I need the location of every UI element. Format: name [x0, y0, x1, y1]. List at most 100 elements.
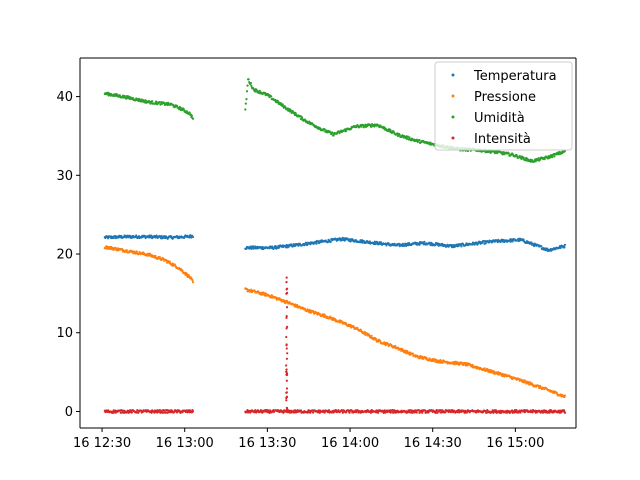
data-point	[244, 108, 247, 111]
data-point	[529, 160, 532, 163]
data-point	[416, 140, 419, 144]
data-point	[326, 411, 330, 414]
data-point	[539, 384, 542, 388]
data-point	[423, 409, 427, 412]
data-point	[515, 154, 519, 158]
data-point	[446, 243, 449, 246]
series-temperatura	[103, 234, 567, 253]
data-point	[191, 410, 195, 413]
data-point	[297, 244, 300, 247]
data-point	[191, 235, 195, 239]
data-point	[323, 411, 326, 414]
data-point	[151, 100, 154, 103]
data-point-spike	[285, 370, 288, 373]
data-point	[563, 243, 567, 246]
data-point	[148, 252, 152, 255]
data-point	[178, 108, 181, 111]
data-point-spike	[285, 292, 288, 295]
data-point	[191, 281, 195, 284]
data-point	[377, 411, 380, 414]
x-tick-label: 16 12:30	[73, 436, 131, 451]
data-point	[361, 241, 364, 244]
data-point	[140, 98, 143, 101]
data-point	[458, 411, 461, 414]
data-point	[120, 409, 123, 412]
data-point	[185, 272, 189, 275]
legend-marker	[451, 115, 455, 119]
data-point	[281, 103, 284, 106]
data-point	[408, 136, 411, 139]
data-point	[285, 246, 288, 249]
data-point-spike	[285, 280, 288, 284]
data-point	[312, 411, 315, 414]
data-point	[341, 411, 344, 414]
data-point	[441, 409, 444, 412]
data-point	[249, 82, 252, 85]
data-point	[134, 252, 137, 255]
series-pressione	[103, 245, 567, 399]
data-point	[115, 93, 119, 96]
data-point	[261, 245, 264, 249]
data-point	[492, 370, 495, 373]
data-point	[509, 240, 513, 243]
x-tick-label: 16 13:30	[238, 436, 296, 451]
data-point	[249, 245, 252, 248]
data-point	[131, 96, 135, 100]
data-point	[425, 356, 428, 359]
data-point	[143, 101, 146, 104]
data-point	[130, 411, 133, 414]
data-point	[121, 409, 125, 412]
data-point	[534, 160, 537, 163]
data-point	[406, 350, 409, 353]
data-point	[159, 103, 162, 106]
data-point	[563, 246, 566, 249]
data-point	[166, 411, 169, 414]
data-point	[160, 234, 163, 238]
data-point	[120, 234, 123, 238]
data-point	[343, 128, 347, 131]
data-point	[191, 117, 195, 120]
data-point	[288, 411, 292, 414]
data-point-spike	[286, 325, 289, 328]
data-point	[185, 110, 189, 113]
data-point-spike	[285, 364, 288, 367]
data-point	[363, 331, 367, 334]
data-point	[398, 133, 401, 137]
data-point-spike	[285, 399, 288, 402]
legend-label: Umidità	[474, 111, 525, 126]
data-point	[114, 247, 117, 250]
data-point	[164, 411, 168, 414]
data-point	[377, 340, 380, 343]
data-point	[487, 368, 491, 372]
data-point	[345, 129, 348, 132]
data-point	[413, 411, 416, 414]
x-tick-label: 16 13:00	[156, 436, 214, 451]
data-point	[271, 245, 274, 248]
data-point	[483, 367, 486, 370]
x-tick-label: 16 15:00	[486, 436, 544, 451]
axes	[79, 57, 577, 429]
data-point	[435, 409, 438, 412]
data-point	[524, 159, 527, 162]
data-point	[341, 236, 344, 239]
data-point	[391, 409, 394, 412]
data-point	[308, 308, 311, 312]
data-point	[175, 411, 179, 414]
data-point	[465, 361, 468, 365]
data-point	[323, 128, 326, 131]
data-point	[499, 411, 503, 414]
data-point	[188, 111, 191, 114]
data-point	[135, 250, 138, 253]
data-point	[263, 294, 266, 297]
data-point-spike	[286, 407, 289, 410]
data-point	[550, 154, 553, 157]
data-point	[329, 240, 332, 243]
data-point	[172, 103, 175, 107]
legend-label: Pressione	[474, 90, 536, 105]
data-point	[542, 411, 545, 414]
data-point	[287, 409, 290, 412]
data-point	[540, 245, 543, 248]
x-tick-label: 16 14:30	[404, 436, 462, 451]
data-point	[365, 410, 368, 414]
legend-label: Intensità	[474, 132, 531, 147]
